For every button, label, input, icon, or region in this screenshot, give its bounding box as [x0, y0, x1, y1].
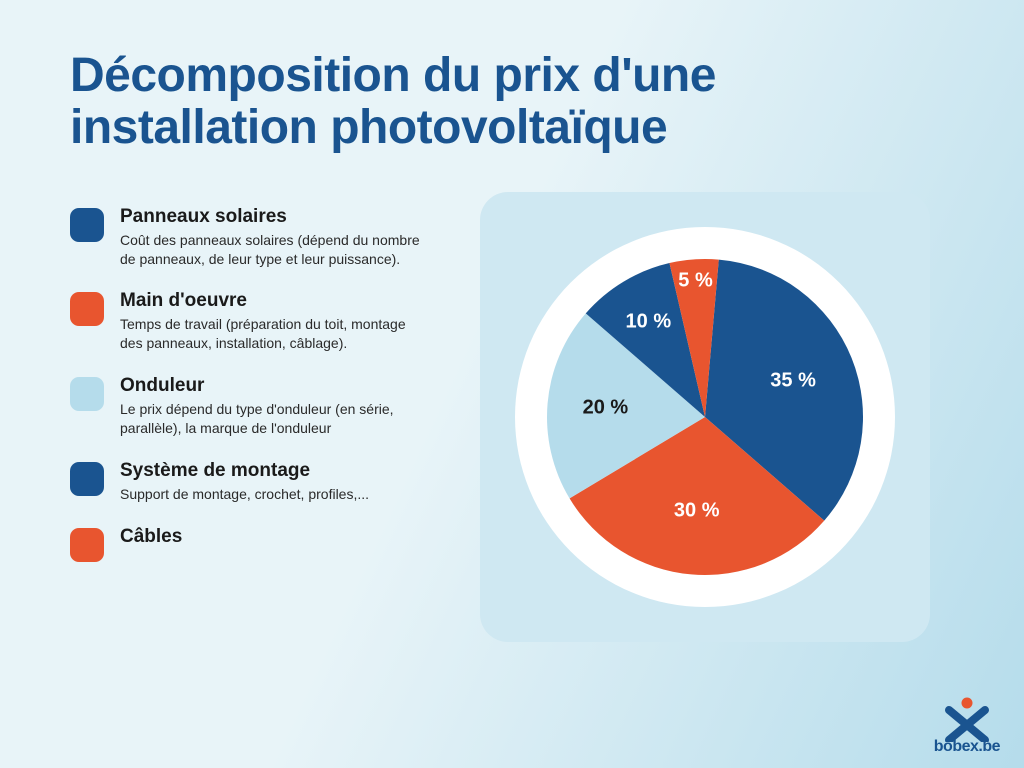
- legend-item-title: Main d'oeuvre: [120, 290, 430, 312]
- legend-item-desc: Support de montage, crochet, profiles,..…: [120, 485, 430, 504]
- legend-item-title: Onduleur: [120, 375, 430, 397]
- legend-item: Panneaux solaires Coût des panneaux solai…: [70, 206, 430, 269]
- page-title: Décomposition du prix d'une installation…: [70, 50, 954, 154]
- brand-logo-text: bobex.be: [934, 738, 1000, 756]
- legend-item-title: Système de montage: [120, 460, 430, 482]
- legend-item: Système de montage Support de montage, cr…: [70, 460, 430, 504]
- legend-text: Câbles: [120, 526, 430, 562]
- legend-swatch: [70, 528, 104, 562]
- legend-swatch: [70, 208, 104, 242]
- chart-panel: 35 %30 %20 %10 %5 %: [480, 192, 930, 642]
- pie-ring: 35 %30 %20 %10 %5 %: [515, 227, 895, 607]
- container: Décomposition du prix d'une installation…: [0, 0, 1024, 768]
- legend-item-desc: Le prix dépend du type d'onduleur (en sé…: [120, 400, 430, 438]
- legend-item-title: Panneaux solaires: [120, 206, 430, 228]
- legend-item-desc: Coût des panneaux solaires (dépend du no…: [120, 231, 430, 269]
- legend-item-title: Câbles: [120, 526, 430, 548]
- legend-item-desc: Temps de travail (préparation du toit, m…: [120, 315, 430, 353]
- brand-logo: bobex.be: [934, 696, 1000, 756]
- legend-text: Panneaux solaires Coût des panneaux solai…: [120, 206, 430, 269]
- legend-swatch: [70, 377, 104, 411]
- legend-text: Système de montage Support de montage, cr…: [120, 460, 430, 504]
- legend-text: Main d'oeuvre Temps de travail (préparati…: [120, 290, 430, 353]
- legend-item: Onduleur Le prix dépend du type d'onduleu…: [70, 375, 430, 438]
- content-row: Panneaux solaires Coût des panneaux solai…: [70, 192, 954, 642]
- legend-item: Câbles: [70, 526, 430, 562]
- legend-swatch: [70, 292, 104, 326]
- brand-logo-icon: [941, 696, 993, 742]
- legend-text: Onduleur Le prix dépend du type d'onduleu…: [120, 375, 430, 438]
- pie-chart: [535, 247, 875, 587]
- legend-swatch: [70, 462, 104, 496]
- legend-item: Main d'oeuvre Temps de travail (préparati…: [70, 290, 430, 353]
- legend: Panneaux solaires Coût des panneaux solai…: [70, 192, 430, 584]
